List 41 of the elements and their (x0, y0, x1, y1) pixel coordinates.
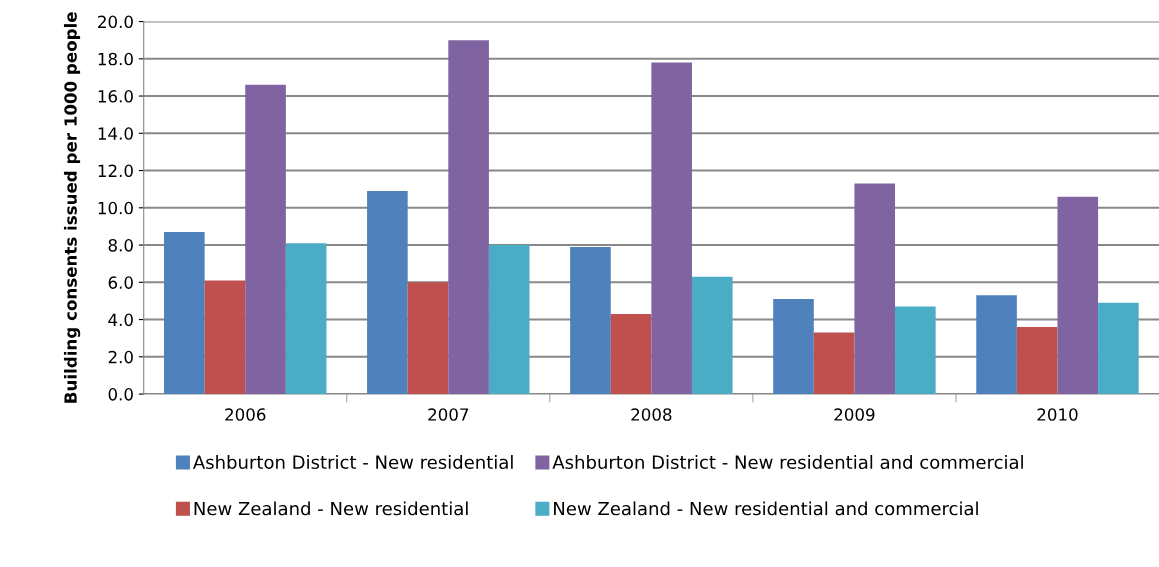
bar (164, 232, 205, 395)
y-axis-title: Building consents issued per 1000 people (63, 12, 81, 403)
legend-label: Ashburton District - New residential (193, 455, 513, 469)
bar (285, 243, 327, 395)
legend-label: New Zealand - New residential (194, 501, 468, 516)
y-tick-label: 10.0 (98, 201, 133, 215)
legend-label: New Zealand - New residential and commercial (554, 501, 978, 516)
bar (570, 246, 611, 395)
bar (895, 306, 936, 395)
bar (976, 295, 1017, 395)
bar (813, 332, 855, 395)
y-tick-label: 0.0 (108, 388, 133, 401)
x-tick-label: 2007 (428, 408, 469, 421)
y-tick-label: 14.0 (98, 127, 133, 140)
y-tick-label: 20.0 (98, 15, 133, 29)
bar (367, 191, 408, 395)
bar (448, 40, 489, 395)
y-tick-label: 18.0 (98, 52, 133, 66)
y-tick-label: 4.0 (108, 313, 133, 327)
bar (488, 245, 530, 395)
y-tick-label: 16.0 (98, 90, 133, 103)
x-tick-label: 2009 (834, 408, 875, 421)
bar (245, 84, 286, 395)
bar (651, 62, 692, 395)
y-tick-label: 2.0 (108, 350, 133, 364)
legend-label: Ashburton District - New residential and commercial (552, 455, 1023, 469)
y-tick-label: 8.0 (108, 239, 133, 252)
x-tick-label: 2008 (631, 408, 672, 421)
bar (854, 183, 896, 395)
bar (610, 313, 652, 395)
x-tick-label: 2006 (225, 408, 266, 421)
y-tick-label: 12.0 (98, 164, 133, 178)
bar (407, 282, 449, 395)
bar (1016, 327, 1058, 395)
x-tick-label: 2010 (1037, 408, 1078, 421)
bar (691, 276, 733, 395)
bar (1098, 302, 1139, 395)
y-tick-label: 6.0 (108, 276, 133, 289)
bar (204, 280, 246, 395)
bar (1057, 196, 1099, 395)
bar (773, 299, 814, 395)
